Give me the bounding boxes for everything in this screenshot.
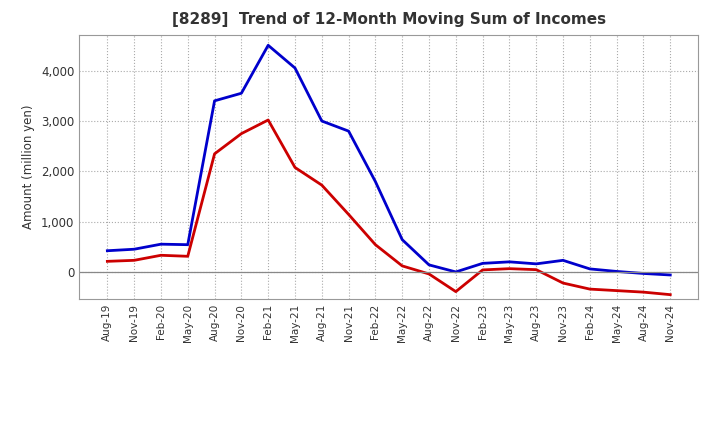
Ordinary Income xyxy=(398,237,407,242)
Ordinary Income xyxy=(184,242,192,247)
Ordinary Income xyxy=(291,66,300,71)
Ordinary Income xyxy=(264,43,272,48)
Net Income xyxy=(585,286,594,292)
Ordinary Income xyxy=(559,258,567,263)
Net Income xyxy=(559,280,567,286)
Ordinary Income xyxy=(451,269,460,275)
Net Income xyxy=(398,263,407,268)
Ordinary Income xyxy=(210,98,219,103)
Ordinary Income xyxy=(318,118,326,124)
Ordinary Income xyxy=(103,248,112,253)
Net Income xyxy=(532,267,541,272)
Ordinary Income xyxy=(612,269,621,274)
Net Income xyxy=(478,267,487,272)
Title: [8289]  Trend of 12-Month Moving Sum of Incomes: [8289] Trend of 12-Month Moving Sum of I… xyxy=(172,12,606,27)
Net Income xyxy=(639,290,648,295)
Ordinary Income xyxy=(505,259,514,264)
Ordinary Income xyxy=(344,128,353,134)
Ordinary Income xyxy=(478,261,487,266)
Net Income xyxy=(344,212,353,217)
Line: Net Income: Net Income xyxy=(107,120,670,295)
Net Income xyxy=(371,242,379,247)
Net Income xyxy=(237,131,246,136)
Net Income xyxy=(505,266,514,271)
Ordinary Income xyxy=(585,266,594,271)
Net Income xyxy=(291,165,300,170)
Ordinary Income xyxy=(371,179,379,184)
Net Income xyxy=(318,183,326,188)
Net Income xyxy=(425,271,433,277)
Net Income xyxy=(666,292,675,297)
Ordinary Income xyxy=(532,261,541,267)
Net Income xyxy=(612,288,621,293)
Net Income xyxy=(184,253,192,259)
Net Income xyxy=(103,259,112,264)
Ordinary Income xyxy=(130,246,138,252)
Line: Ordinary Income: Ordinary Income xyxy=(107,45,670,275)
Net Income xyxy=(130,258,138,263)
Ordinary Income xyxy=(157,242,166,247)
Ordinary Income xyxy=(639,271,648,276)
Y-axis label: Amount (million yen): Amount (million yen) xyxy=(22,105,35,229)
Net Income xyxy=(157,253,166,258)
Net Income xyxy=(210,151,219,157)
Ordinary Income xyxy=(425,262,433,268)
Ordinary Income xyxy=(666,272,675,278)
Net Income xyxy=(264,117,272,123)
Ordinary Income xyxy=(237,91,246,96)
Net Income xyxy=(451,289,460,294)
